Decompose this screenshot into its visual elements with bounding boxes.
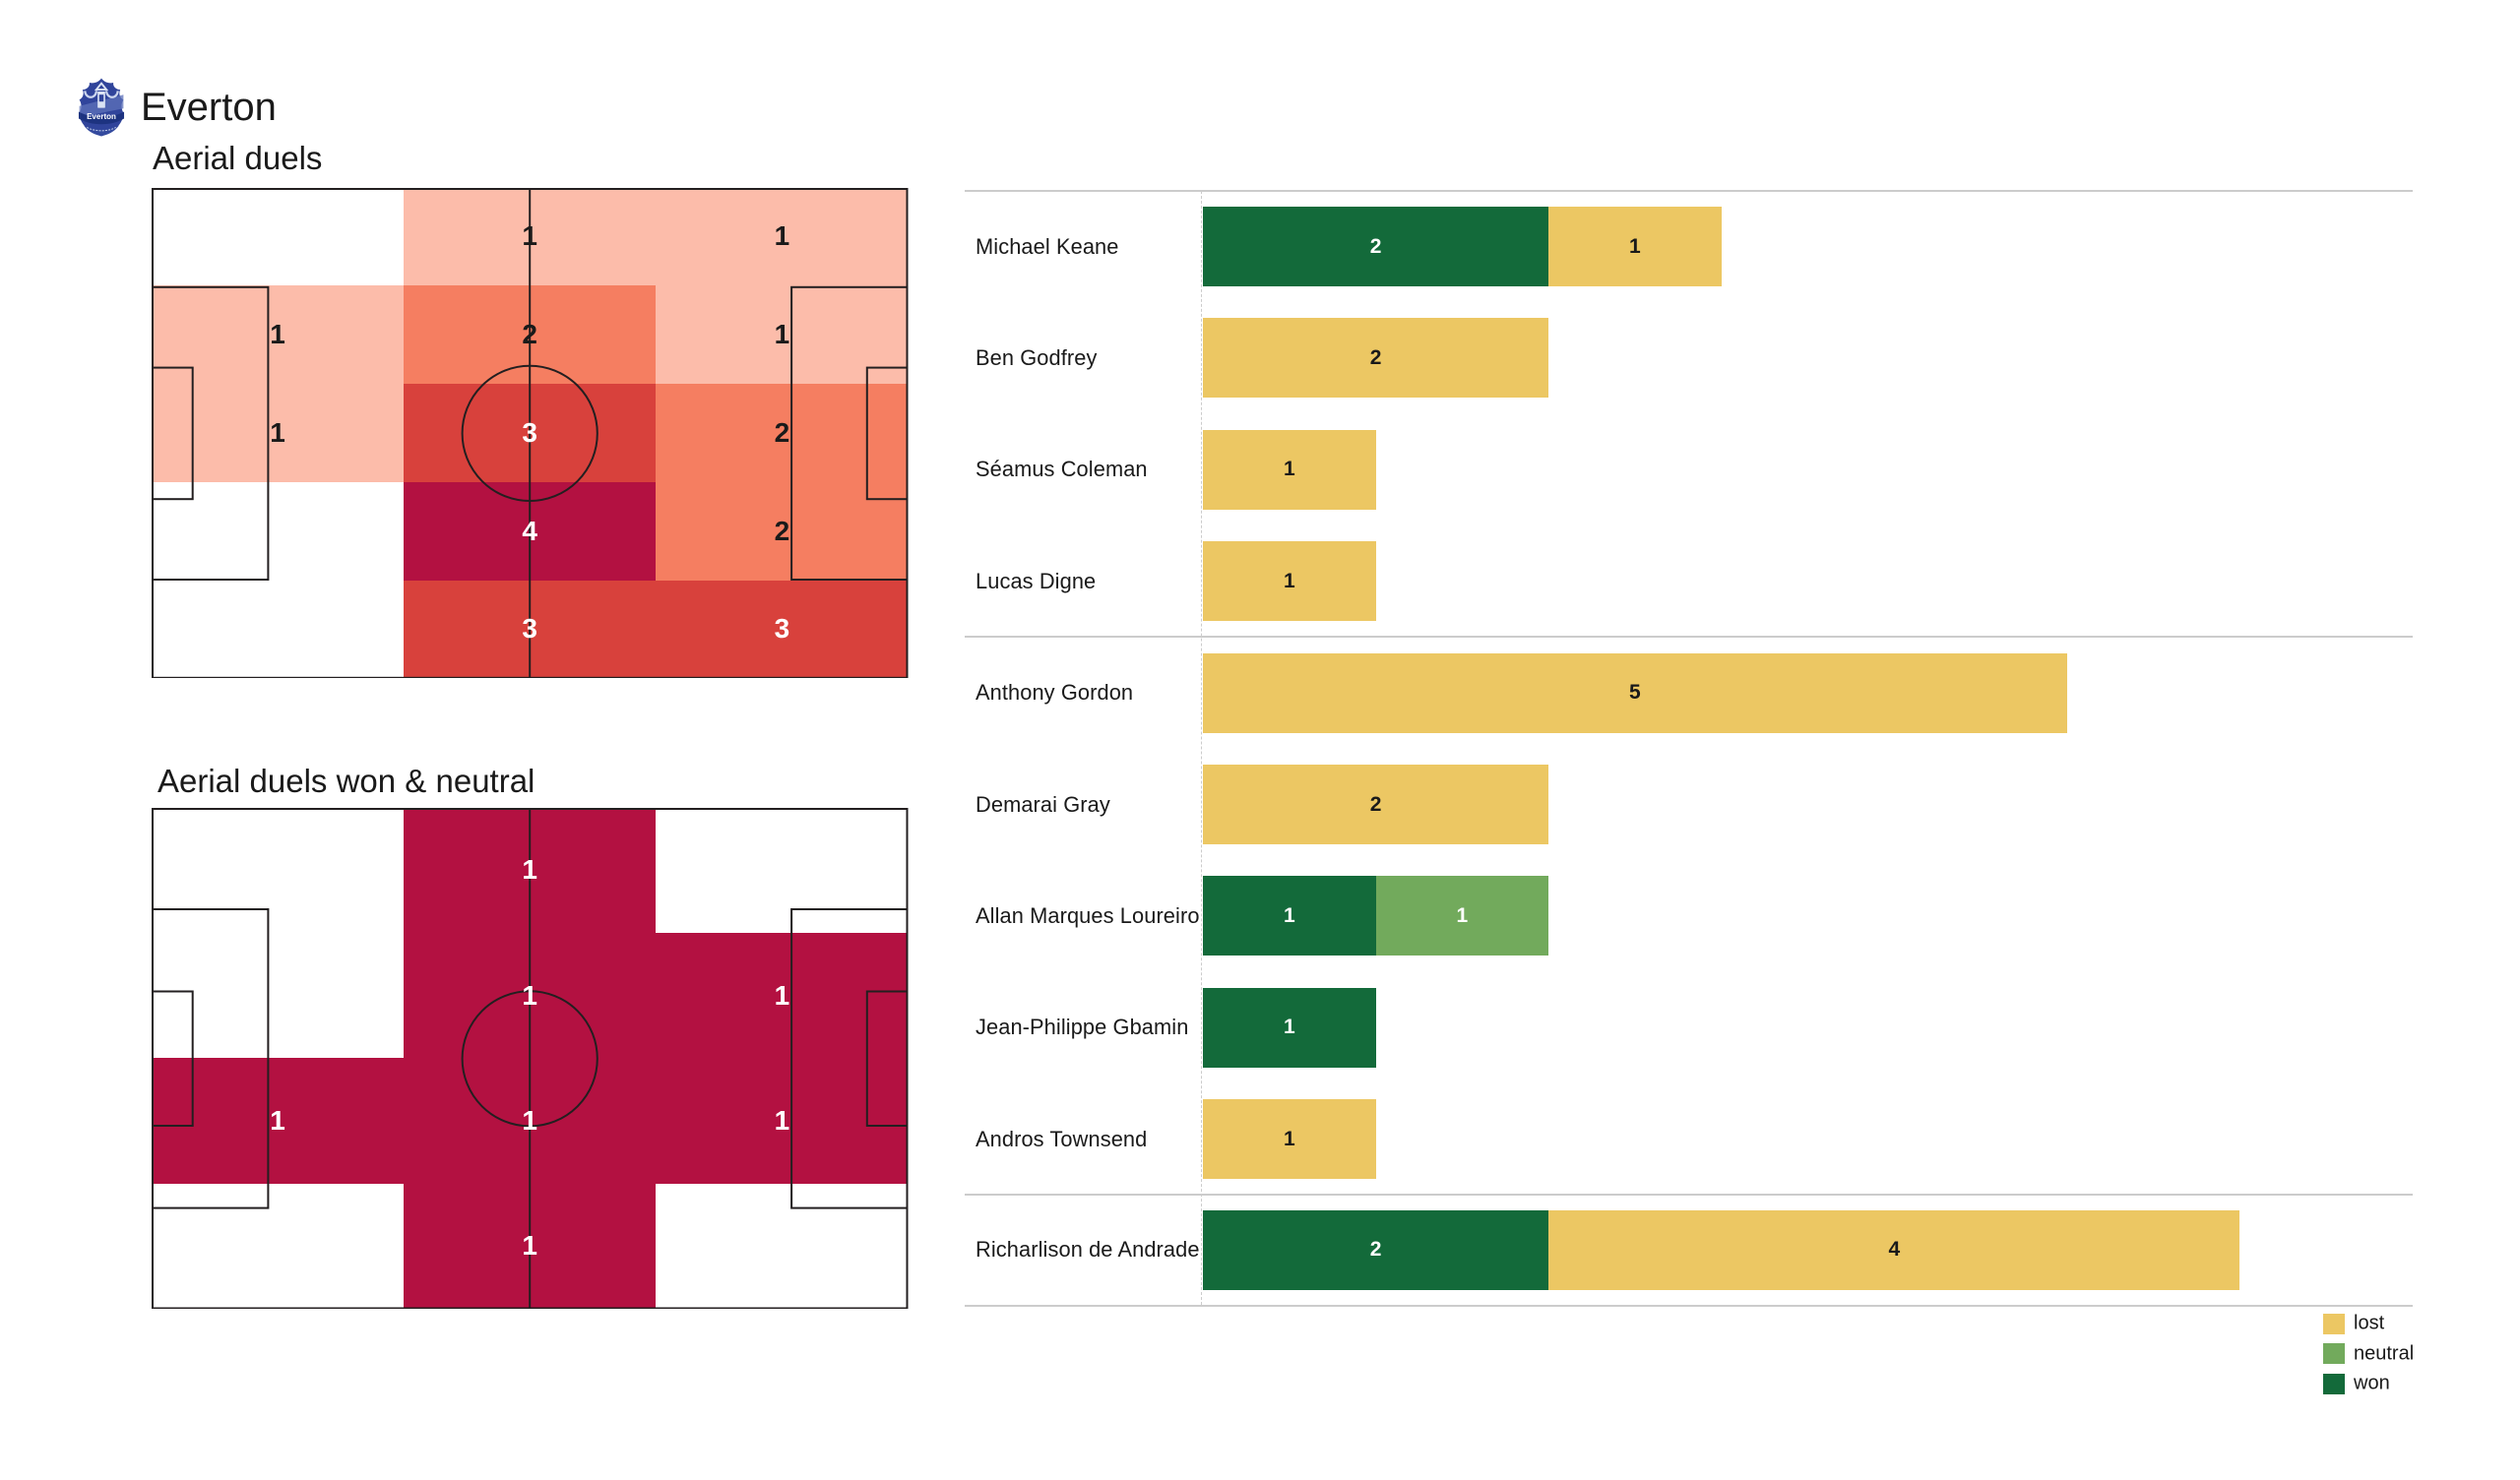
- svg-text:Everton: Everton: [87, 112, 116, 121]
